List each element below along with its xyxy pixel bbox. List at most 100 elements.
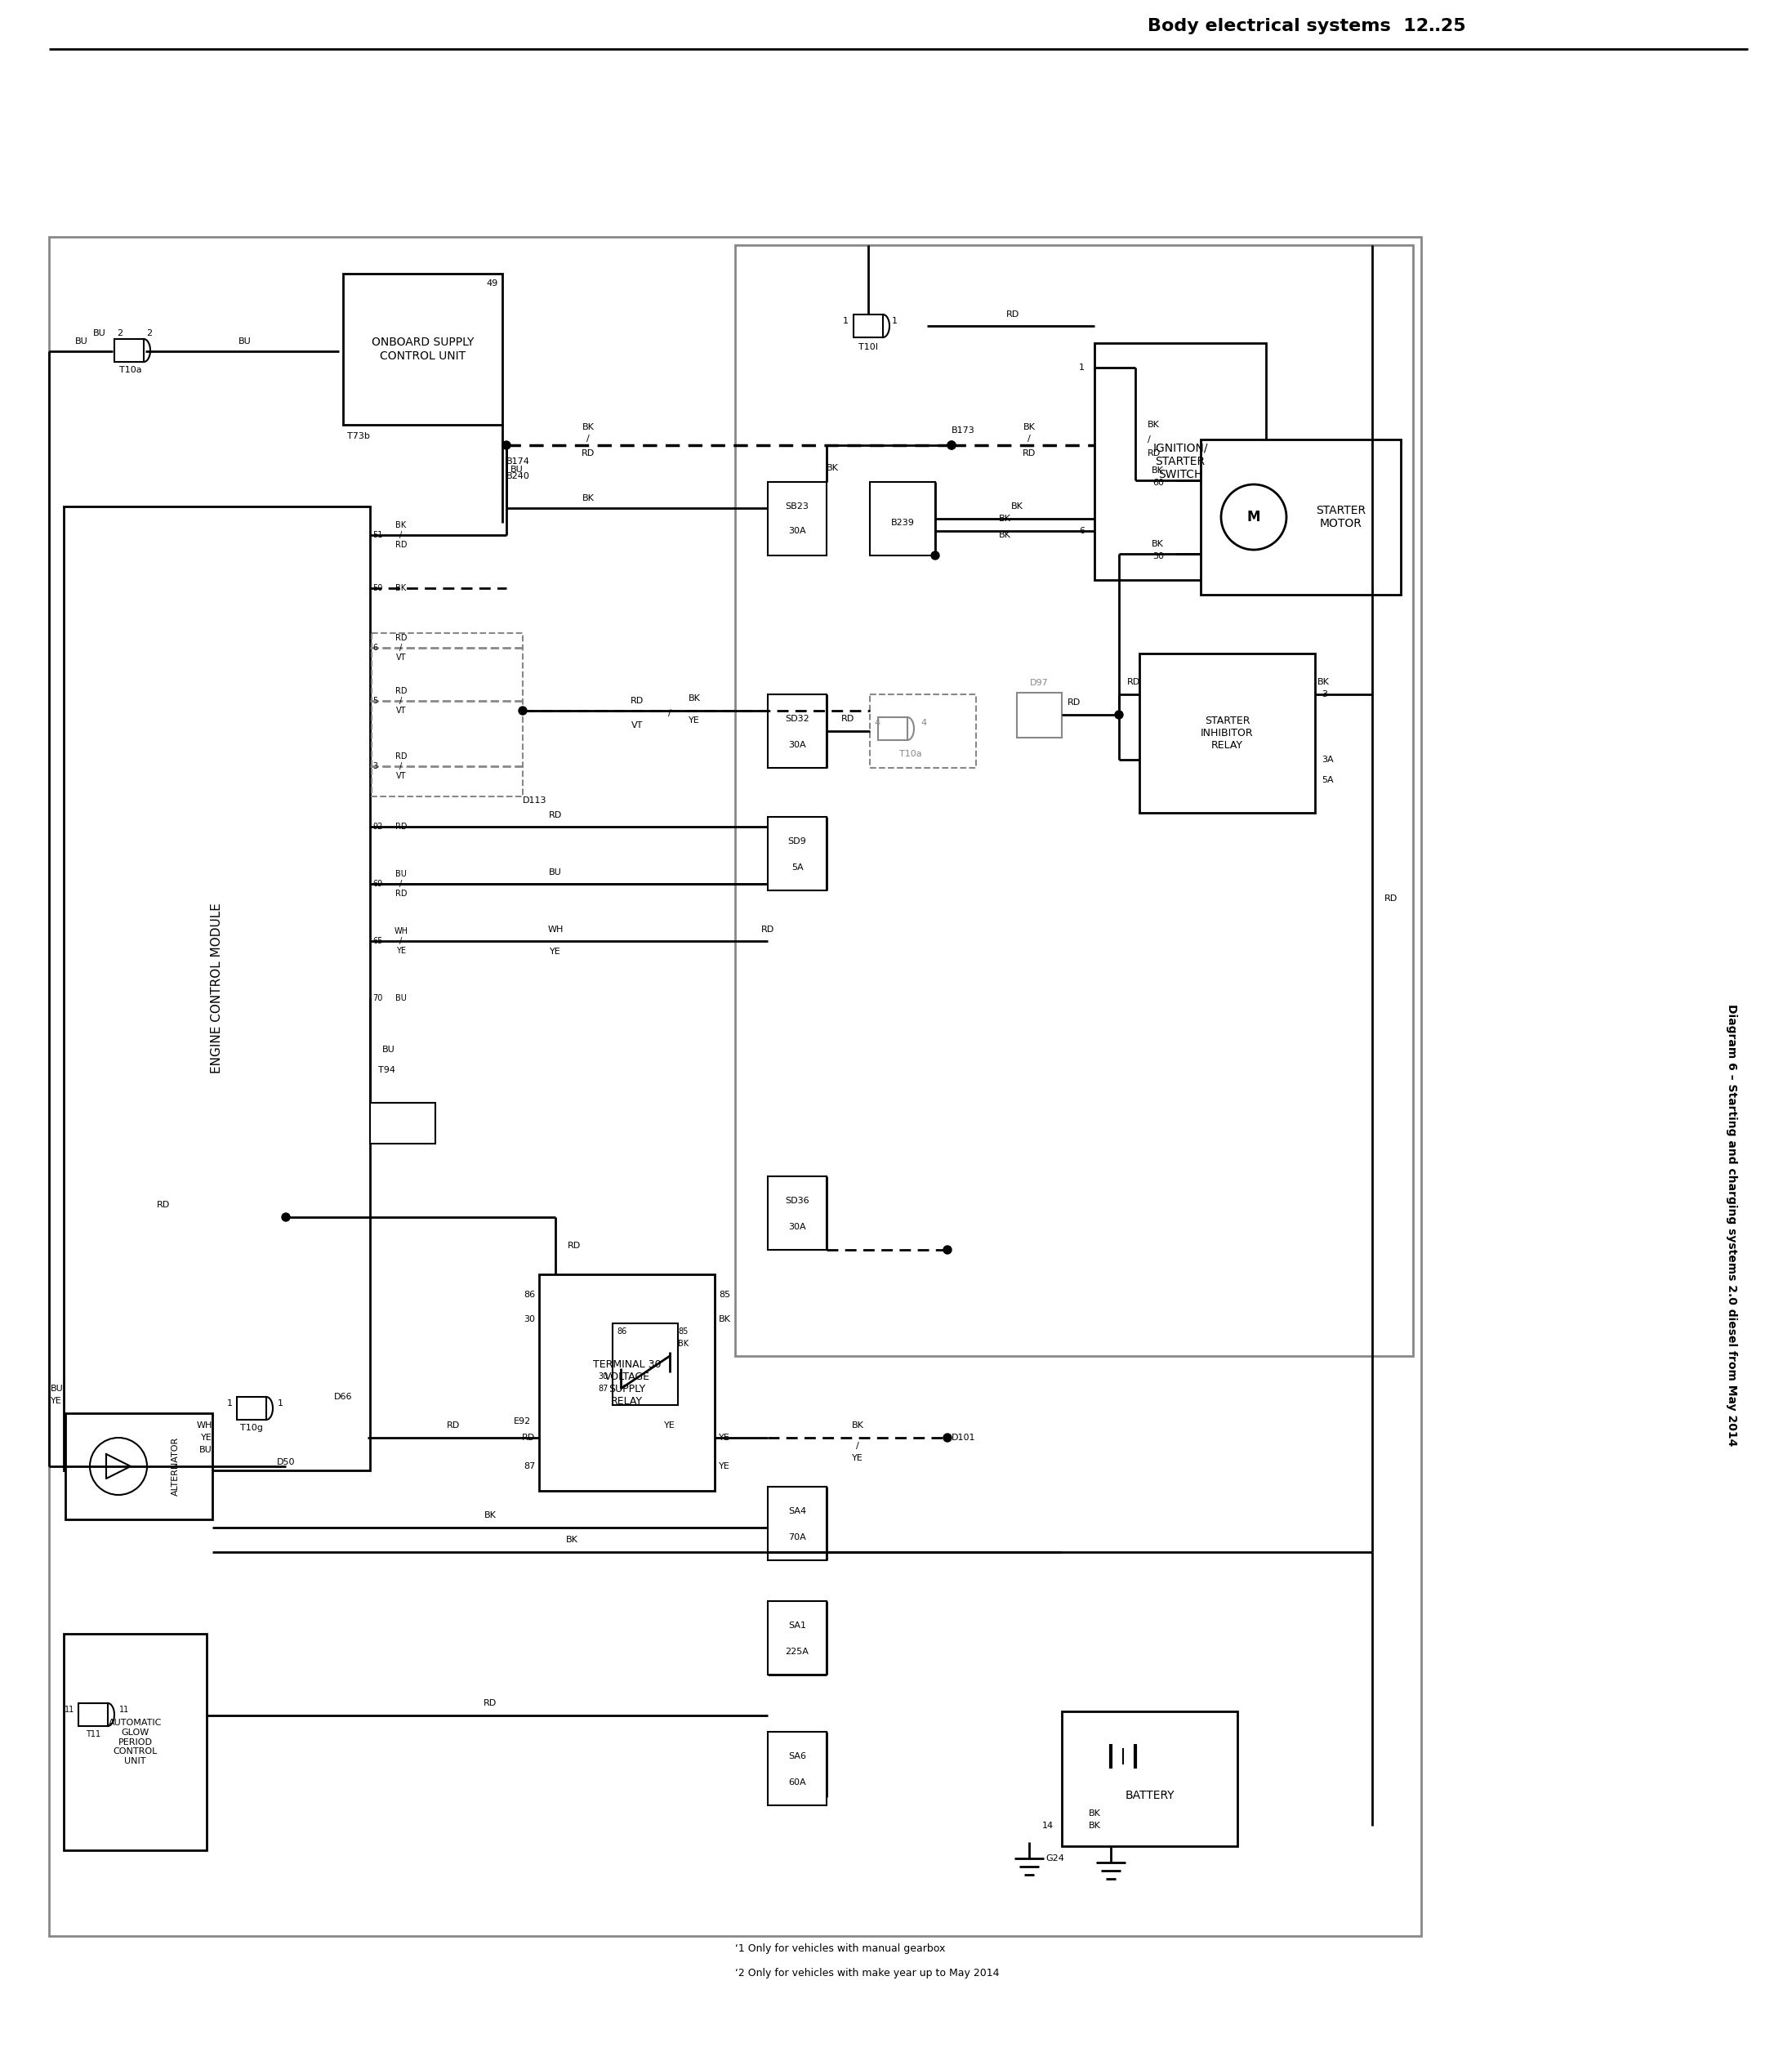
Text: BU: BU bbox=[199, 1447, 213, 1455]
Text: BK: BK bbox=[1152, 540, 1163, 548]
Text: 1: 1 bbox=[842, 317, 848, 326]
Text: 30A: 30A bbox=[788, 1222, 806, 1230]
Text: BU
/
RD: BU / RD bbox=[394, 870, 407, 897]
Text: 49: 49 bbox=[487, 280, 498, 289]
Text: ALTERNATOR: ALTERNATOR bbox=[172, 1437, 179, 1496]
Text: 30A: 30A bbox=[788, 740, 806, 748]
Text: 60A: 60A bbox=[788, 1779, 806, 1787]
Circle shape bbox=[932, 552, 939, 561]
Text: SD32: SD32 bbox=[785, 715, 810, 723]
Text: BK
/
RD: BK / RD bbox=[394, 521, 407, 548]
Text: BU: BU bbox=[382, 1045, 394, 1053]
Circle shape bbox=[281, 1214, 290, 1222]
Text: WH
/
YE: WH / YE bbox=[394, 927, 409, 954]
Text: 3: 3 bbox=[373, 763, 378, 771]
Bar bbox=[342, 274, 502, 425]
Text: BK: BK bbox=[998, 532, 1011, 540]
Bar bbox=[767, 695, 826, 769]
Bar bbox=[1140, 653, 1315, 812]
Text: BK: BK bbox=[1088, 1810, 1100, 1818]
Text: SD36: SD36 bbox=[785, 1197, 810, 1206]
Text: 3A: 3A bbox=[1321, 756, 1333, 765]
Text: B174: B174 bbox=[507, 458, 530, 466]
Text: 65: 65 bbox=[373, 938, 382, 946]
Text: RD: RD bbox=[446, 1422, 461, 1430]
Text: /: / bbox=[1147, 435, 1150, 443]
Text: RD: RD bbox=[568, 1241, 581, 1249]
Text: RD: RD bbox=[484, 1698, 496, 1707]
Text: BK: BK bbox=[396, 583, 407, 592]
Text: RD: RD bbox=[1023, 449, 1036, 458]
Text: BK: BK bbox=[677, 1340, 688, 1348]
Text: ‘1 Only for vehicles with manual gearbox: ‘1 Only for vehicles with manual gearbox bbox=[735, 1944, 946, 1954]
Text: WH: WH bbox=[548, 925, 563, 934]
Text: 1: 1 bbox=[1079, 363, 1084, 371]
Text: BK: BK bbox=[1147, 420, 1159, 429]
Text: RD: RD bbox=[1068, 699, 1081, 707]
Text: BK: BK bbox=[719, 1315, 731, 1323]
Text: RD: RD bbox=[762, 925, 774, 934]
Text: BK: BK bbox=[566, 1535, 577, 1544]
Bar bbox=[869, 482, 935, 556]
Bar bbox=[65, 1414, 213, 1519]
Text: RD
/
VT: RD / VT bbox=[394, 752, 407, 779]
Text: RD: RD bbox=[1147, 449, 1161, 458]
Text: STARTER
MOTOR: STARTER MOTOR bbox=[1315, 505, 1366, 530]
Text: /: / bbox=[586, 435, 590, 443]
Text: 86: 86 bbox=[523, 1290, 536, 1298]
Text: 70A: 70A bbox=[788, 1533, 806, 1542]
Text: BK: BK bbox=[826, 464, 839, 472]
Text: M: M bbox=[1247, 509, 1260, 523]
Text: RD: RD bbox=[631, 697, 643, 705]
Text: 1: 1 bbox=[228, 1399, 233, 1408]
Text: YE: YE bbox=[688, 717, 701, 725]
Text: 30A: 30A bbox=[788, 528, 806, 536]
Text: D113: D113 bbox=[523, 796, 547, 804]
Text: SA4: SA4 bbox=[788, 1507, 806, 1515]
Text: 30: 30 bbox=[599, 1373, 609, 1381]
Bar bbox=[613, 1323, 677, 1406]
Text: RD: RD bbox=[394, 822, 407, 831]
Text: YE: YE bbox=[665, 1422, 676, 1430]
Text: SA1: SA1 bbox=[788, 1622, 806, 1630]
Text: 2: 2 bbox=[147, 330, 152, 338]
Text: BK: BK bbox=[998, 515, 1011, 523]
Text: 14: 14 bbox=[1043, 1822, 1054, 1830]
Text: VT: VT bbox=[631, 721, 643, 730]
Text: 6: 6 bbox=[373, 643, 378, 651]
Text: T10g: T10g bbox=[240, 1424, 263, 1432]
Bar bbox=[371, 633, 523, 796]
Text: B239: B239 bbox=[891, 519, 914, 528]
Text: BU: BU bbox=[50, 1385, 63, 1393]
Circle shape bbox=[518, 707, 527, 715]
Text: 85: 85 bbox=[677, 1327, 688, 1336]
Text: YE: YE bbox=[851, 1455, 864, 1461]
Text: 225A: 225A bbox=[785, 1647, 808, 1655]
Text: 5: 5 bbox=[373, 697, 378, 705]
Text: B173: B173 bbox=[952, 427, 975, 435]
Text: D101: D101 bbox=[952, 1434, 975, 1443]
Text: Body electrical systems  12‥25: Body electrical systems 12‥25 bbox=[1147, 19, 1466, 35]
Text: RD: RD bbox=[1005, 311, 1020, 319]
Text: 85: 85 bbox=[719, 1290, 731, 1298]
Text: 1: 1 bbox=[278, 1399, 283, 1408]
Bar bbox=[767, 816, 826, 890]
Text: 2: 2 bbox=[116, 330, 122, 338]
Text: RD: RD bbox=[521, 1434, 536, 1443]
Text: RD
/
VT: RD / VT bbox=[394, 635, 407, 662]
Text: BU: BU bbox=[511, 466, 523, 474]
Bar bbox=[369, 1103, 435, 1144]
Circle shape bbox=[948, 441, 955, 449]
Text: BK: BK bbox=[1023, 423, 1036, 431]
Text: WH: WH bbox=[197, 1422, 213, 1430]
Bar bbox=[65, 507, 369, 1469]
Bar bbox=[115, 338, 143, 363]
Text: TERMINAL 30
VOLTAGE
SUPPLY
RELAY: TERMINAL 30 VOLTAGE SUPPLY RELAY bbox=[593, 1358, 661, 1406]
Text: /: / bbox=[1027, 435, 1030, 443]
Text: BK: BK bbox=[582, 423, 595, 431]
Text: YE: YE bbox=[50, 1397, 63, 1406]
Bar bbox=[237, 1397, 267, 1420]
Text: 60: 60 bbox=[1152, 478, 1163, 486]
Text: 4: 4 bbox=[874, 719, 880, 728]
Text: STARTER
INHIBITOR
RELAY: STARTER INHIBITOR RELAY bbox=[1201, 715, 1254, 750]
